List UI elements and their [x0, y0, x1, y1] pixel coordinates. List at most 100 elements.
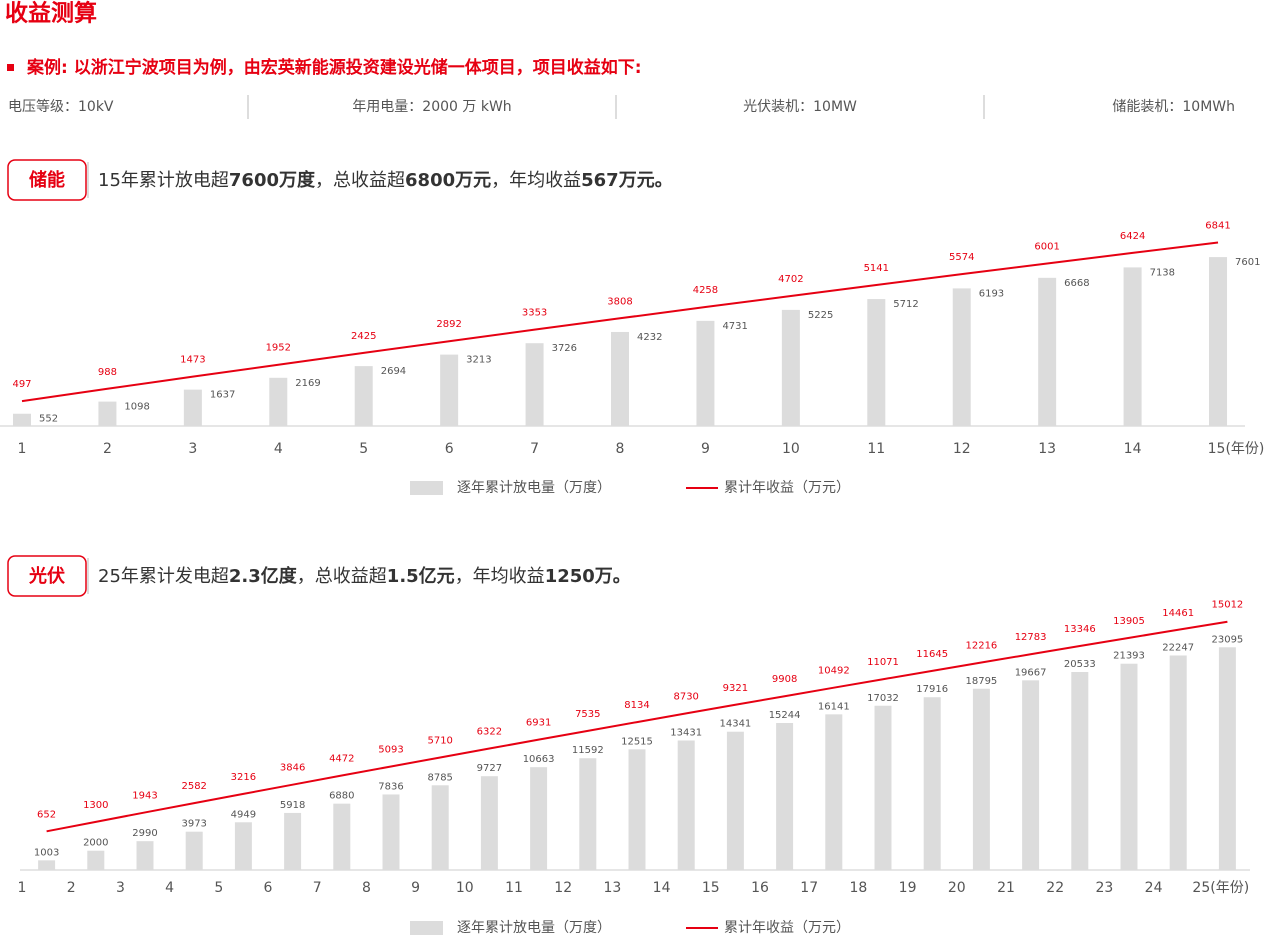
- bar-value-label: 15244: [769, 710, 801, 721]
- line-value-label: 9321: [723, 683, 748, 694]
- line-value-label: 13905: [1113, 616, 1145, 627]
- x-tick-label: 7: [313, 880, 322, 896]
- x-tick-label: 3: [188, 441, 197, 457]
- line-value-label: 11071: [867, 657, 899, 668]
- bar-value-label: 3973: [181, 819, 206, 830]
- bar-value-label: 7138: [1150, 267, 1175, 278]
- bar: [1218, 647, 1236, 870]
- bar-value-label: 2000: [83, 838, 108, 849]
- bar-value-label: 7836: [378, 781, 403, 792]
- bullet: [7, 64, 14, 71]
- bar-value-label: 6193: [979, 288, 1004, 299]
- x-tick-label: 13: [1038, 441, 1056, 457]
- info-item: 电压等级：10kV: [8, 98, 114, 115]
- bar: [98, 401, 117, 426]
- bar-value-label: 1637: [210, 390, 235, 401]
- bar-value-label: 10663: [523, 754, 555, 765]
- line-value-label: 12783: [1015, 632, 1047, 643]
- x-tick-label: 14: [1124, 441, 1142, 457]
- line-value-label: 497: [12, 379, 31, 390]
- line-value-label: 5141: [864, 263, 889, 274]
- line-value-label: 6001: [1034, 241, 1059, 252]
- bar: [776, 723, 794, 870]
- line-value-label: 1943: [132, 790, 157, 801]
- bar: [440, 354, 459, 426]
- bar-value-label: 23095: [1211, 634, 1243, 645]
- bar-value-label: 552: [39, 414, 58, 425]
- headline-part: ，总收益超: [297, 566, 387, 587]
- bar-value-label: 5712: [893, 299, 918, 310]
- line-value-label: 5093: [378, 744, 403, 755]
- x-tick-label: 13: [603, 880, 621, 896]
- info-item: 储能装机：10MWh: [1112, 99, 1235, 115]
- bar: [781, 309, 800, 426]
- x-tick-label: 11: [505, 880, 523, 896]
- subtitle: 案例: 以浙江宁波项目为例，由宏英新能源投资建设光储一体项目，项目收益如下:: [26, 57, 642, 78]
- bar-value-label: 11592: [572, 745, 604, 756]
- line-value-label: 3808: [607, 296, 632, 307]
- info-item: 光伏装机：10MW: [743, 99, 857, 115]
- bar: [525, 343, 544, 426]
- line-value-label: 3846: [280, 763, 305, 774]
- bar-value-label: 1003: [34, 847, 59, 858]
- x-tick-label: 21: [997, 880, 1015, 896]
- line-value-label: 15012: [1211, 600, 1243, 611]
- bar: [1209, 257, 1228, 426]
- bar: [136, 841, 154, 870]
- x-tick-label: 15(年份): [1208, 441, 1265, 457]
- line-series: [21, 241, 1219, 403]
- x-tick-label: 10: [456, 880, 474, 896]
- bar-value-label: 8785: [427, 772, 452, 783]
- bar: [923, 697, 941, 870]
- bar: [867, 299, 886, 426]
- x-tick-label: 9: [411, 880, 420, 896]
- line-value-label: 1952: [266, 343, 291, 354]
- line-value-label: 4702: [778, 274, 803, 285]
- bar-value-label: 21393: [1113, 651, 1145, 662]
- x-tick-label: 1: [18, 880, 27, 896]
- x-tick-label: 6: [264, 880, 273, 896]
- bar: [1123, 267, 1142, 426]
- bar: [269, 377, 288, 426]
- bar: [579, 758, 597, 870]
- x-tick-label: 16: [751, 880, 769, 896]
- bar-value-label: 16141: [818, 701, 850, 712]
- bar-value-label: 22247: [1162, 642, 1194, 653]
- bar-value-label: 17916: [916, 684, 948, 695]
- x-tick-label: 20: [948, 880, 966, 896]
- bar-value-label: 17032: [867, 693, 899, 704]
- x-tick-label: 12: [953, 441, 971, 457]
- bar: [628, 749, 646, 870]
- x-tick-label: 12: [554, 880, 572, 896]
- line-value-label: 6841: [1205, 220, 1230, 231]
- line-value-label: 11645: [916, 649, 948, 660]
- line-value-label: 12216: [965, 641, 997, 652]
- x-tick-label: 1: [18, 441, 27, 457]
- headline-part: 6800万元: [405, 170, 491, 191]
- x-tick-label: 6: [445, 441, 454, 457]
- line-value-label: 652: [37, 809, 56, 820]
- headline-part: ，年均收益: [455, 566, 545, 587]
- line-value-label: 4472: [329, 754, 354, 765]
- bar-value-label: 3213: [466, 355, 491, 366]
- legend-label: 累计年收益（万元）: [724, 480, 850, 496]
- x-tick-label: 14: [653, 880, 671, 896]
- bar: [185, 831, 203, 870]
- headline-part: 7600万度: [229, 169, 316, 191]
- bar-value-label: 2694: [381, 366, 406, 377]
- x-tick-label: 24: [1145, 880, 1163, 896]
- headline-part: ，总收益超: [315, 170, 405, 191]
- bar: [183, 389, 202, 426]
- bar: [284, 812, 302, 870]
- bar-value-label: 7601: [1235, 257, 1260, 268]
- x-tick-label: 15: [702, 880, 720, 896]
- line-value-label: 1473: [180, 355, 205, 366]
- bar-value-label: 18795: [965, 676, 997, 687]
- bar: [874, 705, 892, 870]
- line-value-label: 2582: [181, 781, 206, 792]
- legend-label: 逐年累计放电量（万度）: [457, 480, 611, 496]
- line-value-label: 6931: [526, 718, 551, 729]
- headline-part: 25年累计发电超: [98, 566, 229, 587]
- bar: [952, 288, 971, 426]
- line-value-label: 8134: [624, 700, 649, 711]
